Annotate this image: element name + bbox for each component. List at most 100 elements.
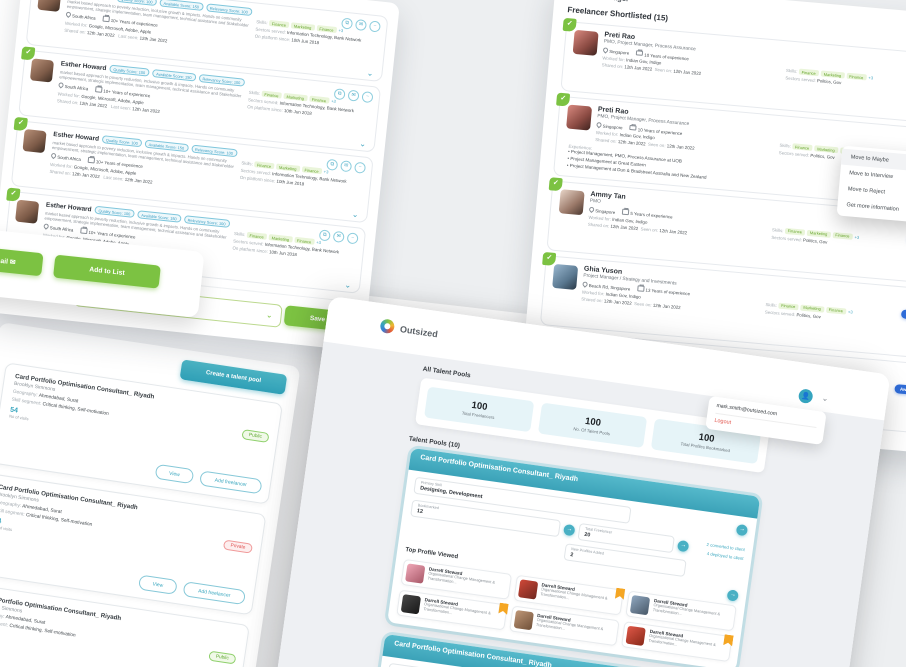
skill-chip: Finance (253, 161, 275, 170)
briefcase-icon (80, 227, 88, 234)
awaiting-feedback-badge: Awaiting Feedback (901, 309, 906, 323)
sectors-label: Sectors served: (778, 150, 810, 158)
skill-chip: Finance (777, 302, 799, 311)
remove-icon[interactable] (368, 20, 381, 33)
selected-check-icon[interactable] (542, 251, 557, 266)
shared-on-value: 12th Jan 2022 (71, 170, 101, 179)
skills-label: Skills: (785, 67, 798, 74)
location: Singapore (602, 123, 623, 131)
open-profile-icon[interactable] (326, 158, 339, 171)
shared-on-value: 12th Jan 2022 (86, 29, 115, 38)
freelancer-photo (558, 189, 585, 216)
talent-pools-list-panel: Create a talent pool Card Portfolio Opti… (0, 322, 301, 667)
remove-icon[interactable] (353, 161, 367, 174)
selected-check-icon[interactable] (548, 177, 563, 192)
shared-on-label: Shared on: (49, 168, 72, 176)
email-icon[interactable] (340, 160, 353, 173)
location: Singapore (595, 207, 616, 215)
seen-on-value: 12th Jan 2022 (659, 227, 688, 236)
shared-on-label: Shared on: (595, 137, 617, 144)
skill-chip: Finance (832, 231, 853, 240)
shared-on-label: Shared on: (581, 296, 603, 304)
seen-on-value: 12th Jan 2022 (673, 68, 702, 76)
stat-talent-pools: 100 No. Of Talent Pools (537, 402, 648, 449)
seen-on-value: 12th Jan 2022 (666, 143, 695, 151)
skills-label: Skills: (255, 19, 268, 26)
skill-chip: Finance (261, 90, 282, 99)
geography-label: Geography: (12, 389, 38, 399)
remove-icon[interactable] (361, 91, 374, 104)
freelancer-photo (37, 0, 62, 12)
last-seen-label: Last seen: (118, 32, 139, 40)
worked-for-label: Worked for: (588, 214, 612, 222)
chevron-down-icon (266, 312, 273, 319)
freelancer-photo (22, 128, 47, 154)
skills-more[interactable]: +3 (847, 309, 853, 315)
view-button[interactable]: View (154, 463, 195, 485)
location: Singapore (609, 48, 630, 56)
open-profile-icon[interactable] (340, 17, 354, 30)
skill-chip: Marketing (268, 234, 293, 243)
profiles-arrow-button[interactable] (726, 589, 739, 602)
skills-label: Skills: (779, 142, 792, 149)
send-email-button[interactable]: Send Email ✉ (0, 243, 44, 277)
create-talent-pool-button[interactable]: Create a talent pool (179, 359, 288, 395)
view-button[interactable]: View (138, 574, 178, 595)
selected-check-icon[interactable] (556, 92, 571, 107)
shared-on-label: Shared on: (64, 27, 86, 35)
shared-on-value: 12th Jan 2022 (603, 298, 632, 306)
email-icon[interactable] (332, 230, 345, 243)
skill-chip: Finance (246, 231, 268, 240)
add-to-list-button[interactable]: Add to List (53, 254, 161, 289)
shared-on-label: Shared on: (587, 221, 610, 229)
freelancer-photo (572, 29, 599, 56)
expand-chevron-icon[interactable] (366, 70, 373, 77)
skills-more[interactable]: +3 (854, 234, 860, 240)
expand-chevron-icon[interactable] (359, 141, 366, 148)
skill-chip: Marketing (820, 70, 845, 79)
briefcase-icon (94, 86, 103, 93)
skills-more[interactable]: +3 (868, 75, 874, 81)
skills-label: Skills: (765, 301, 778, 308)
selected-check-icon[interactable] (562, 17, 577, 32)
freelancer-photo (15, 199, 40, 224)
remove-icon[interactable] (346, 232, 359, 245)
brand-name: Outsized (399, 324, 439, 340)
skills-label: Skills: (248, 89, 261, 96)
skills-label: Skills: (771, 227, 784, 234)
expand-arrow-button[interactable] (735, 523, 749, 537)
stat-total-freelancers: 100 Total Freelancers (424, 386, 534, 433)
skill-chip: Finance (308, 95, 330, 104)
location: South Africa (56, 154, 82, 163)
awaiting-feedback-badge: Awaiting Feedback (894, 384, 906, 398)
skill-segment-label: Skill segment: (0, 619, 9, 629)
outsized-logo-icon (379, 318, 396, 335)
bookmarked-arrow-button[interactable] (563, 523, 576, 537)
top-profile-viewed-title: Top Profile Viewed (405, 546, 459, 560)
skill-chip: Finance (316, 24, 337, 34)
shared-on-label: Shared on: (601, 62, 624, 70)
email-icon[interactable] (347, 89, 360, 102)
skill-chip: Finance (846, 72, 867, 81)
seen-on-label: Seen on: (654, 66, 673, 74)
total-freelancer-arrow-button[interactable] (676, 539, 690, 553)
add-freelancer-button[interactable]: Add freelancer (182, 581, 247, 606)
expand-chevron-icon[interactable] (344, 282, 351, 289)
freelancer-photo (552, 263, 579, 290)
seen-on-label: Seen on: (647, 141, 666, 149)
expand-chevron-icon[interactable] (352, 212, 359, 219)
open-profile-icon[interactable] (318, 229, 331, 242)
add-freelancer-button[interactable]: Add freelancer (199, 470, 263, 495)
skill-chip: Marketing (806, 229, 831, 238)
last-seen-value: 12th Jan 2022 (132, 105, 161, 114)
email-icon[interactable] (354, 19, 368, 32)
open-profile-icon[interactable] (333, 88, 346, 101)
skill-chip: Finance (268, 19, 290, 29)
skill-chip: Finance (293, 236, 315, 245)
worked-for-label: Worked for: (57, 90, 81, 99)
last-seen-value: 12th Jan 2022 (139, 35, 168, 43)
chevron-down-icon[interactable] (821, 395, 828, 402)
briefcase-icon (629, 124, 637, 131)
sectors-label: Sectors served: (764, 309, 796, 318)
profile-photo (405, 563, 426, 584)
